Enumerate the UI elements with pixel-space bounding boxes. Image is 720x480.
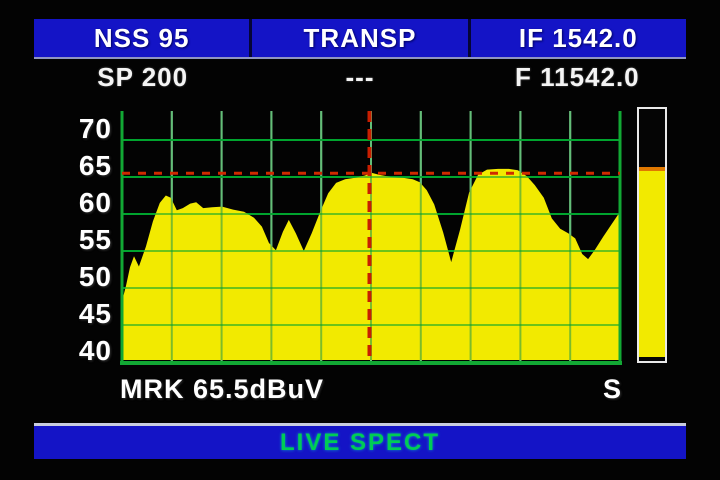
y-axis-label: 55 bbox=[78, 224, 112, 255]
y-axis-label: 70 bbox=[78, 113, 112, 144]
if-frequency-cell[interactable]: IF 1542.0 bbox=[467, 19, 686, 57]
signal-bar-label: S bbox=[602, 374, 621, 404]
y-axis-label: 40 bbox=[78, 335, 112, 366]
y-axis-labels: 70 65 60 55 50 45 40 bbox=[50, 0, 112, 370]
header-bar: NSS 95 TRANSP IF 1542.0 bbox=[34, 19, 686, 59]
sub-header-row: SP 200 --- F 11542.0 bbox=[34, 60, 686, 94]
readout-row: MRK 65.5dBuV S bbox=[0, 374, 720, 404]
status-bar-label: LIVE SPECT bbox=[279, 428, 441, 456]
signal-bar-empty bbox=[639, 109, 665, 167]
status-bar: LIVE SPECT bbox=[34, 423, 686, 459]
y-axis-label: 45 bbox=[78, 298, 112, 329]
transponder-cell[interactable]: TRANSP bbox=[249, 19, 467, 57]
y-axis-label: 50 bbox=[78, 261, 112, 292]
transponder-value: --- bbox=[345, 61, 375, 92]
frequency-value: F 11542.0 bbox=[514, 61, 640, 92]
marker-readout: MRK 65.5dBuV bbox=[120, 374, 325, 404]
y-axis-label: 65 bbox=[78, 150, 112, 181]
signal-peak-mark bbox=[639, 167, 665, 171]
signal-bar-fill bbox=[639, 171, 665, 357]
satellite-name-cell[interactable]: NSS 95 bbox=[93, 22, 190, 53]
span-value: SP 200 bbox=[97, 61, 189, 92]
spectrum-canvas[interactable] bbox=[120, 108, 624, 366]
signal-strength-bar bbox=[637, 107, 667, 363]
spectrum-plot[interactable] bbox=[120, 108, 624, 366]
y-axis-label: 60 bbox=[78, 187, 112, 218]
